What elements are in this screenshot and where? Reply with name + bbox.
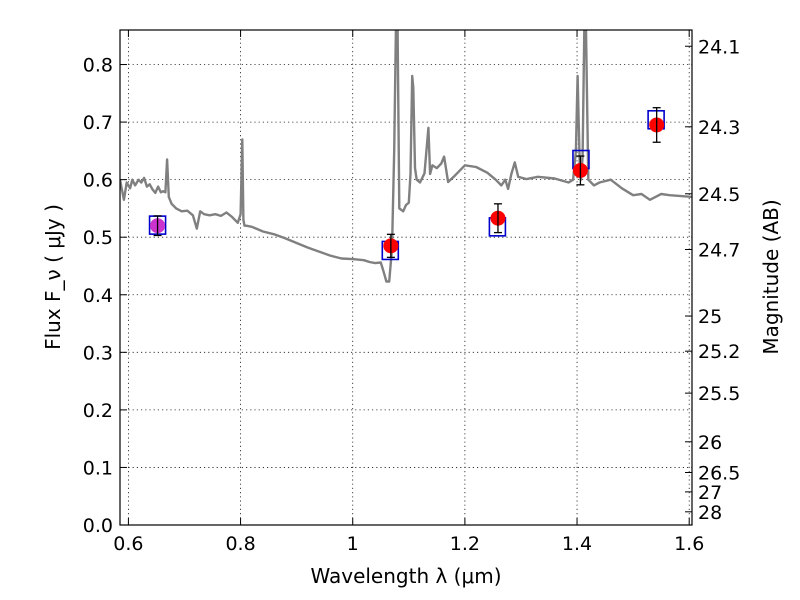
y2-tick-label: 27 <box>698 482 722 504</box>
y-tick-label: 0.2 <box>83 400 113 422</box>
y-tick-label: 0.4 <box>83 285 113 307</box>
y-tick-label: 0.7 <box>83 112 113 134</box>
y2-tick-label: 24.5 <box>698 184 740 206</box>
y2-tick-label: 24.1 <box>698 36 740 58</box>
x-axis-label: Wavelength λ (μm) <box>310 564 501 588</box>
y2-tick-label: 28 <box>698 502 722 524</box>
x-tick-label: 0.6 <box>113 533 143 555</box>
y2-axis-label: Magnitude (AB) <box>759 199 783 354</box>
spectrum-line <box>120 30 692 283</box>
x-tick-label: 1.4 <box>562 533 592 555</box>
y-tick-label: 0.5 <box>83 227 113 249</box>
x-tick-label: 1 <box>347 533 359 555</box>
y-tick-label: 0.1 <box>83 457 113 479</box>
y-tick-label: 0.3 <box>83 342 113 364</box>
plot-area <box>120 30 692 283</box>
y2-tick-label: 25 <box>698 306 722 328</box>
y-axis-label: Flux F_ν ( μJy ) <box>41 204 65 350</box>
y-tick-label: 0.6 <box>83 170 113 192</box>
x-tick-label: 1.6 <box>674 533 704 555</box>
y-tick-label: 0.8 <box>83 55 113 77</box>
y2-tick-label: 24.3 <box>698 117 740 139</box>
y2-tick-label: 26.5 <box>698 463 740 485</box>
grid-lines <box>120 30 692 526</box>
y2-tick-label: 25.5 <box>698 383 740 405</box>
x-tick-label: 0.8 <box>225 533 255 555</box>
axis-ticks: 0.6 0.8 1 1.2 1.4 1.6 0.0 0.1 0.2 0.3 0.4 0.5 0.6 0.7… <box>83 30 740 555</box>
y-tick-label: 0.0 <box>83 515 113 537</box>
x-tick-label: 1.2 <box>450 533 480 555</box>
y2-tick-label: 24.7 <box>698 240 740 262</box>
y2-tick-label: 25.2 <box>698 341 740 363</box>
y2-tick-label: 26 <box>698 432 722 454</box>
plot-frame <box>119 29 693 526</box>
